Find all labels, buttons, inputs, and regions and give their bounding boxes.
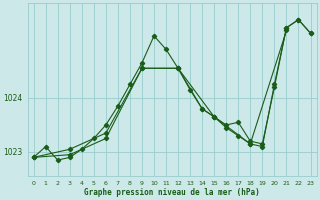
X-axis label: Graphe pression niveau de la mer (hPa): Graphe pression niveau de la mer (hPa)	[84, 188, 260, 197]
